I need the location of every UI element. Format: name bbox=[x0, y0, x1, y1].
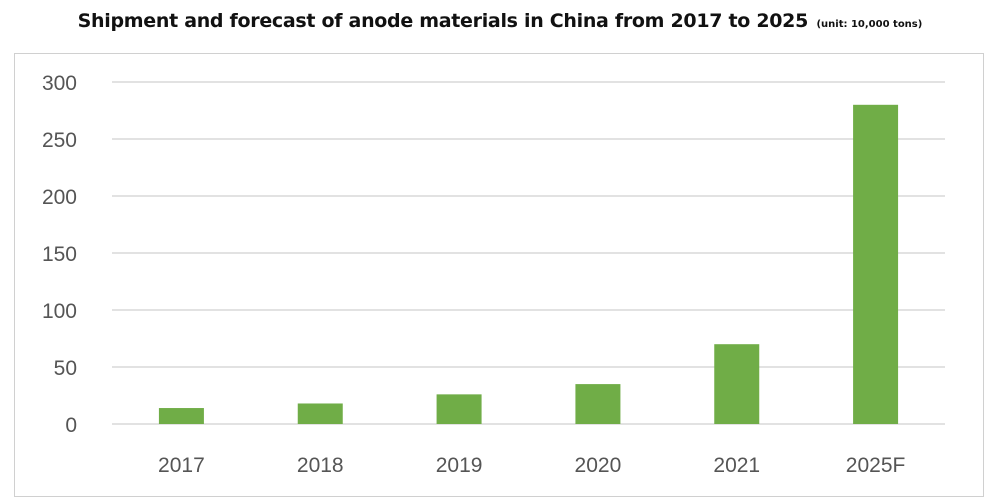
chart-title-block: Shipment and forecast of anode materials… bbox=[0, 10, 1000, 32]
chart-unit-note: (unit: 10,000 tons) bbox=[816, 19, 923, 30]
gridlines bbox=[112, 81, 945, 425]
bars bbox=[158, 104, 899, 425]
x-tick-label: 2021 bbox=[713, 454, 760, 477]
bar-2021 bbox=[714, 344, 760, 424]
chart-frame bbox=[14, 53, 984, 497]
y-axis-ticks: 0 50 100 150 200 250 300 bbox=[42, 72, 77, 437]
x-tick-label: 2025F bbox=[846, 454, 906, 477]
bar-2020 bbox=[575, 384, 621, 424]
x-tick-label: 2018 bbox=[297, 454, 344, 477]
chart-title: Shipment and forecast of anode materials… bbox=[77, 10, 809, 32]
bar-2019 bbox=[436, 394, 482, 424]
y-tick-label: 300 bbox=[42, 72, 77, 95]
bar-2018 bbox=[297, 403, 343, 424]
y-tick-label: 250 bbox=[42, 129, 77, 152]
y-tick-label: 150 bbox=[42, 243, 77, 266]
bar-2017 bbox=[158, 408, 204, 424]
x-axis-ticks: 2017 2018 2019 2020 2021 2025F bbox=[158, 454, 905, 477]
x-tick-label: 2017 bbox=[158, 454, 205, 477]
x-tick-label: 2019 bbox=[436, 454, 483, 477]
bar-2025F bbox=[853, 104, 899, 425]
y-tick-label: 100 bbox=[42, 300, 77, 323]
y-tick-label: 200 bbox=[42, 186, 77, 209]
y-tick-label: 0 bbox=[65, 414, 77, 437]
x-tick-label: 2020 bbox=[575, 454, 622, 477]
y-tick-label: 50 bbox=[54, 357, 77, 380]
